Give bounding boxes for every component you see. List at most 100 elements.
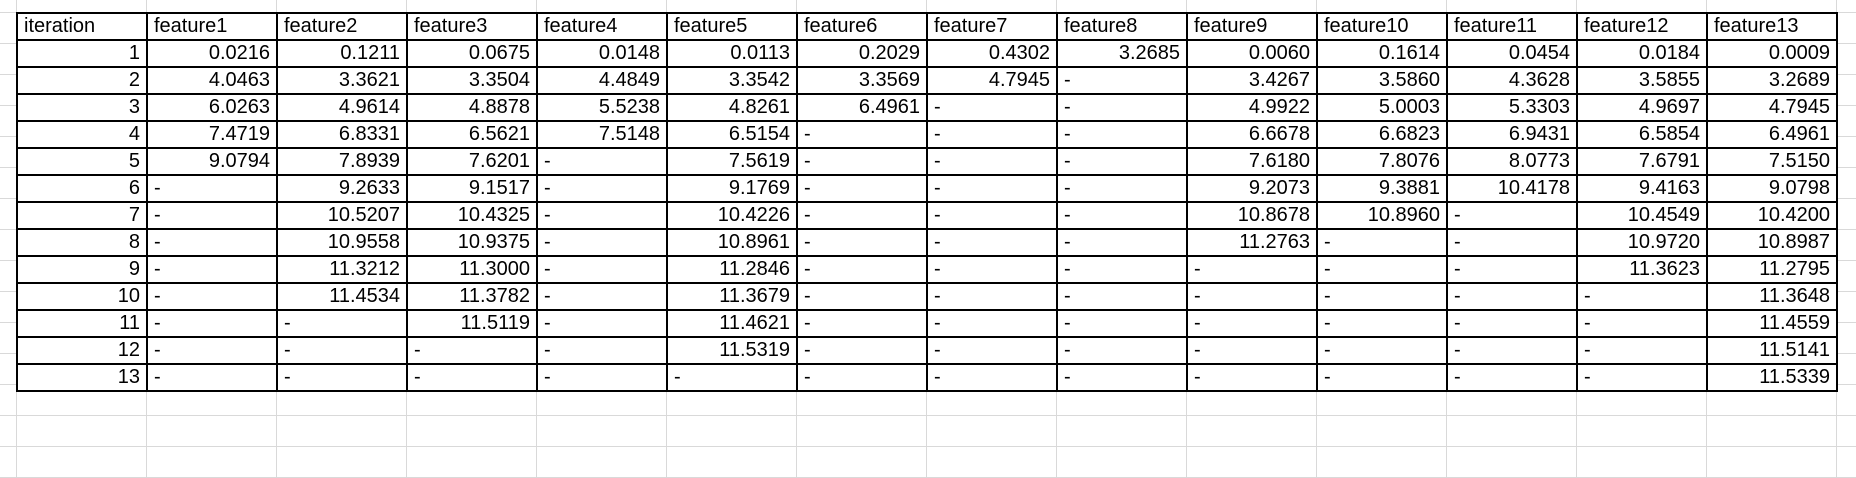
table-cell[interactable]: 11.5319 bbox=[666, 336, 798, 365]
column-header-iteration[interactable]: iteration bbox=[16, 12, 148, 41]
table-cell[interactable]: 4.9922 bbox=[1186, 93, 1318, 122]
column-header-feature1[interactable]: feature1 bbox=[146, 12, 278, 41]
table-cell[interactable]: - bbox=[536, 282, 668, 311]
table-cell[interactable]: 0.0675 bbox=[406, 39, 538, 68]
table-cell[interactable]: - bbox=[796, 309, 928, 338]
table-cell[interactable]: 4.7945 bbox=[926, 66, 1058, 95]
table-cell[interactable]: - bbox=[1316, 282, 1448, 311]
table-cell[interactable]: 10.8961 bbox=[666, 228, 798, 257]
table-cell[interactable]: - bbox=[796, 336, 928, 365]
table-cell[interactable]: 10.4325 bbox=[406, 201, 538, 230]
table-cell[interactable]: - bbox=[1056, 309, 1188, 338]
iteration-cell[interactable]: 1 bbox=[16, 39, 148, 68]
table-cell[interactable]: - bbox=[1576, 282, 1708, 311]
table-cell[interactable]: 3.3542 bbox=[666, 66, 798, 95]
table-cell[interactable]: 0.0009 bbox=[1706, 39, 1838, 68]
table-cell[interactable]: 7.6201 bbox=[406, 147, 538, 176]
table-cell[interactable]: 6.5621 bbox=[406, 120, 538, 149]
table-cell[interactable]: - bbox=[1446, 336, 1578, 365]
iteration-cell[interactable]: 6 bbox=[16, 174, 148, 203]
table-cell[interactable]: 10.8960 bbox=[1316, 201, 1448, 230]
table-cell[interactable]: - bbox=[536, 201, 668, 230]
table-cell[interactable]: - bbox=[146, 228, 278, 257]
table-cell[interactable]: - bbox=[1316, 363, 1448, 392]
table-cell[interactable]: 11.2846 bbox=[666, 255, 798, 284]
iteration-cell[interactable]: 12 bbox=[16, 336, 148, 365]
table-cell[interactable]: 9.3881 bbox=[1316, 174, 1448, 203]
iteration-cell[interactable]: 9 bbox=[16, 255, 148, 284]
table-cell[interactable]: 7.5148 bbox=[536, 120, 668, 149]
table-cell[interactable]: 0.0184 bbox=[1576, 39, 1708, 68]
table-cell[interactable]: - bbox=[1056, 147, 1188, 176]
table-cell[interactable]: 6.5154 bbox=[666, 120, 798, 149]
table-cell[interactable]: 10.8678 bbox=[1186, 201, 1318, 230]
table-cell[interactable]: 4.9614 bbox=[276, 93, 408, 122]
column-header-feature3[interactable]: feature3 bbox=[406, 12, 538, 41]
table-cell[interactable]: - bbox=[1186, 336, 1318, 365]
table-cell[interactable]: - bbox=[666, 363, 798, 392]
table-cell[interactable]: - bbox=[926, 147, 1058, 176]
iteration-cell[interactable]: 4 bbox=[16, 120, 148, 149]
table-cell[interactable]: 4.8878 bbox=[406, 93, 538, 122]
table-cell[interactable]: - bbox=[1446, 201, 1578, 230]
column-header-feature4[interactable]: feature4 bbox=[536, 12, 668, 41]
table-cell[interactable]: 7.5619 bbox=[666, 147, 798, 176]
table-cell[interactable]: 0.1211 bbox=[276, 39, 408, 68]
table-cell[interactable]: - bbox=[1576, 309, 1708, 338]
table-cell[interactable]: 9.2073 bbox=[1186, 174, 1318, 203]
table-cell[interactable]: 7.8939 bbox=[276, 147, 408, 176]
table-cell[interactable]: 9.4163 bbox=[1576, 174, 1708, 203]
table-cell[interactable]: - bbox=[1186, 282, 1318, 311]
table-cell[interactable]: 9.1517 bbox=[406, 174, 538, 203]
table-cell[interactable]: 5.5238 bbox=[536, 93, 668, 122]
table-cell[interactable]: 0.0113 bbox=[666, 39, 798, 68]
column-header-feature6[interactable]: feature6 bbox=[796, 12, 928, 41]
table-cell[interactable]: 10.4549 bbox=[1576, 201, 1708, 230]
iteration-cell[interactable]: 3 bbox=[16, 93, 148, 122]
table-cell[interactable]: - bbox=[1576, 336, 1708, 365]
table-cell[interactable]: 0.0454 bbox=[1446, 39, 1578, 68]
table-cell[interactable]: - bbox=[1056, 66, 1188, 95]
table-cell[interactable]: 4.0463 bbox=[146, 66, 278, 95]
column-header-feature7[interactable]: feature7 bbox=[926, 12, 1058, 41]
table-cell[interactable]: 3.3504 bbox=[406, 66, 538, 95]
table-cell[interactable]: 3.5855 bbox=[1576, 66, 1708, 95]
table-cell[interactable]: - bbox=[1056, 282, 1188, 311]
table-cell[interactable]: 11.5141 bbox=[1706, 336, 1838, 365]
iteration-cell[interactable]: 11 bbox=[16, 309, 148, 338]
table-cell[interactable]: 3.3569 bbox=[796, 66, 928, 95]
table-cell[interactable]: 0.0060 bbox=[1186, 39, 1318, 68]
table-cell[interactable]: 11.5119 bbox=[406, 309, 538, 338]
table-cell[interactable]: 6.4961 bbox=[796, 93, 928, 122]
table-cell[interactable]: 0.4302 bbox=[926, 39, 1058, 68]
table-cell[interactable]: - bbox=[1446, 309, 1578, 338]
table-cell[interactable]: - bbox=[926, 309, 1058, 338]
table-cell[interactable]: - bbox=[276, 336, 408, 365]
table-cell[interactable]: - bbox=[926, 174, 1058, 203]
column-header-feature5[interactable]: feature5 bbox=[666, 12, 798, 41]
table-cell[interactable]: - bbox=[926, 363, 1058, 392]
iteration-cell[interactable]: 7 bbox=[16, 201, 148, 230]
table-cell[interactable]: 3.4267 bbox=[1186, 66, 1318, 95]
table-cell[interactable]: 11.3679 bbox=[666, 282, 798, 311]
table-cell[interactable]: 9.0794 bbox=[146, 147, 278, 176]
table-cell[interactable]: 11.3000 bbox=[406, 255, 538, 284]
table-cell[interactable]: 7.8076 bbox=[1316, 147, 1448, 176]
table-cell[interactable]: 11.3212 bbox=[276, 255, 408, 284]
iteration-cell[interactable]: 13 bbox=[16, 363, 148, 392]
table-cell[interactable]: 10.4178 bbox=[1446, 174, 1578, 203]
table-cell[interactable]: 6.4961 bbox=[1706, 120, 1838, 149]
table-cell[interactable]: 6.6823 bbox=[1316, 120, 1448, 149]
table-cell[interactable]: - bbox=[796, 282, 928, 311]
table-cell[interactable]: 11.3648 bbox=[1706, 282, 1838, 311]
table-cell[interactable]: 7.4719 bbox=[146, 120, 278, 149]
table-cell[interactable]: 7.6791 bbox=[1576, 147, 1708, 176]
table-cell[interactable]: 11.3782 bbox=[406, 282, 538, 311]
table-cell[interactable]: - bbox=[146, 174, 278, 203]
table-cell[interactable]: 11.2763 bbox=[1186, 228, 1318, 257]
iteration-cell[interactable]: 8 bbox=[16, 228, 148, 257]
column-header-feature12[interactable]: feature12 bbox=[1576, 12, 1708, 41]
iteration-cell[interactable]: 2 bbox=[16, 66, 148, 95]
column-header-feature13[interactable]: feature13 bbox=[1706, 12, 1838, 41]
table-cell[interactable]: 3.2685 bbox=[1056, 39, 1188, 68]
